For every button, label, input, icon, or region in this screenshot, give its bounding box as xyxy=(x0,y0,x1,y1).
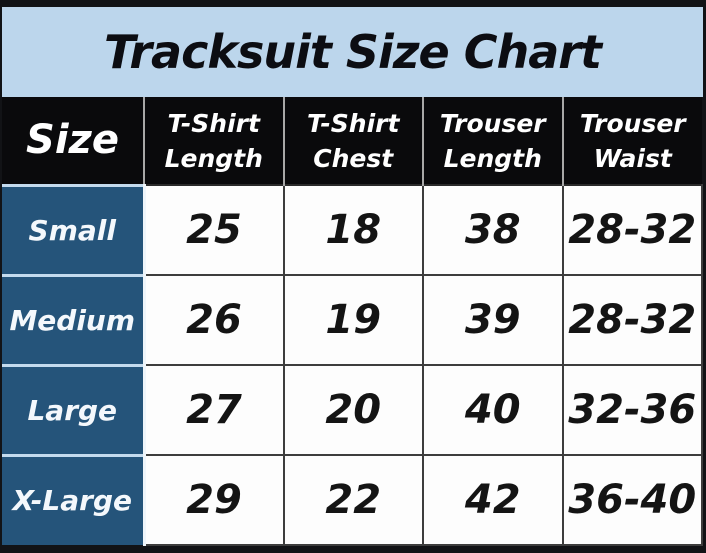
header-trouser-length: Trouser Length xyxy=(422,97,563,185)
size-label-xlarge: X-Large xyxy=(2,453,146,545)
cell-xlarge-trouser-length: 42 xyxy=(422,454,564,546)
header-tshirt-chest: T-Shirt Chest xyxy=(282,97,423,185)
header-trouser-waist-line1: Trouser xyxy=(579,108,686,138)
header-tshirt-chest-line2: Chest xyxy=(313,143,394,173)
size-chart-table: Size T-Shirt Length T-Shirt Chest Trouse… xyxy=(2,97,703,546)
header-trouser-waist: Trouser Waist xyxy=(561,97,702,185)
cell-xlarge-tshirt-chest: 22 xyxy=(282,454,424,546)
cell-large-tshirt-chest: 20 xyxy=(282,364,424,456)
cell-medium-tshirt-length: 26 xyxy=(143,274,285,366)
cell-small-trouser-length: 38 xyxy=(422,184,564,276)
header-trouser-waist-line2: Waist xyxy=(593,143,672,173)
header-trouser-length-line2: Length xyxy=(443,143,542,173)
cell-medium-tshirt-chest: 19 xyxy=(282,274,424,366)
table-row-small: Small 25 18 38 28-32 xyxy=(2,183,703,276)
header-trouser-length-line1: Trouser xyxy=(439,108,546,138)
size-label-small: Small xyxy=(2,183,146,275)
cell-medium-trouser-waist: 28-32 xyxy=(561,274,703,366)
header-tshirt-length-line2: Length xyxy=(164,143,263,173)
cell-xlarge-trouser-waist: 36-40 xyxy=(561,454,703,546)
table-row-medium: Medium 26 19 39 28-32 xyxy=(2,273,703,366)
table-row-large: Large 27 20 40 32-36 xyxy=(2,363,703,456)
size-label-large: Large xyxy=(2,363,146,455)
cell-large-trouser-waist: 32-36 xyxy=(561,364,703,456)
table-row-xlarge: X-Large 29 22 42 36-40 xyxy=(2,453,703,546)
cell-small-trouser-waist: 28-32 xyxy=(561,184,703,276)
cell-xlarge-tshirt-length: 29 xyxy=(143,454,285,546)
table-header-row: Size T-Shirt Length T-Shirt Chest Trouse… xyxy=(2,97,702,185)
cell-small-tshirt-chest: 18 xyxy=(282,184,424,276)
header-tshirt-length: T-Shirt Length xyxy=(143,97,284,185)
page-title: Tracksuit Size Chart xyxy=(2,7,703,97)
header-tshirt-length-line1: T-Shirt xyxy=(167,108,260,138)
header-tshirt-chest-line1: T-Shirt xyxy=(307,108,400,138)
header-size: Size xyxy=(2,97,144,185)
cell-large-tshirt-length: 27 xyxy=(143,364,285,456)
size-label-medium: Medium xyxy=(2,273,146,365)
cell-large-trouser-length: 40 xyxy=(422,364,564,456)
cell-medium-trouser-length: 39 xyxy=(422,274,564,366)
cell-small-tshirt-length: 25 xyxy=(143,184,285,276)
